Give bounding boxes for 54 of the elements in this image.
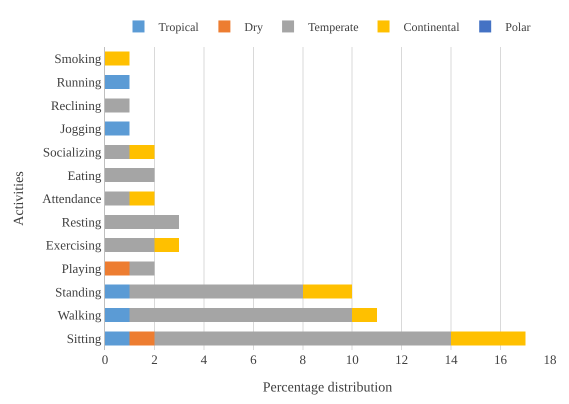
bar	[130, 261, 154, 276]
y-tick-label: Playing	[62, 260, 102, 276]
y-tick-label: Attendance	[42, 191, 102, 206]
legend-label: Temperate	[308, 20, 359, 34]
x-tick-label: 16	[494, 352, 508, 367]
bar	[105, 52, 130, 66]
bar	[130, 284, 303, 299]
y-tick-label: Running	[56, 74, 102, 90]
legend-label: Tropical	[158, 20, 200, 34]
bar	[130, 331, 154, 346]
y-tick-label: Reclining	[50, 98, 102, 113]
bar	[105, 214, 180, 229]
bar	[105, 98, 130, 112]
bar	[105, 74, 130, 89]
y-tick-label: Walking	[58, 308, 102, 323]
x-tick-label: 0	[102, 352, 108, 367]
legend-label: Polar	[505, 20, 531, 34]
bar	[130, 308, 352, 322]
legend-label: Continental	[404, 20, 460, 34]
x-tick-label: 8	[300, 352, 306, 367]
bar	[154, 238, 180, 252]
bar	[130, 192, 154, 206]
legend-label: Dry	[244, 20, 264, 34]
x-tick-label: 4	[200, 352, 208, 367]
y-tick-label: Sitting	[66, 330, 102, 346]
bar	[105, 238, 154, 252]
x-tick-label: 14	[444, 352, 458, 367]
y-tick-label: Resting	[62, 214, 102, 230]
bar	[352, 308, 377, 322]
bar	[105, 144, 130, 159]
bar	[105, 192, 130, 206]
x-tick-label: 12	[395, 352, 408, 367]
y-tick-label: Standing	[55, 284, 102, 300]
bar	[105, 308, 130, 322]
bar	[130, 144, 154, 159]
bar	[105, 284, 130, 299]
x-tick-label: 6	[250, 352, 258, 367]
y-tick-label: Eating	[67, 168, 102, 183]
y-tick-label: Jogging	[60, 121, 102, 136]
y-tick-label: Smoking	[54, 51, 102, 66]
bar	[302, 284, 352, 299]
bar	[105, 168, 154, 182]
x-tick-label: 2	[151, 352, 158, 367]
bar	[105, 331, 130, 346]
x-tick-label: 10	[346, 352, 359, 367]
y-axis-title: Activities	[12, 171, 27, 226]
bar	[451, 331, 526, 346]
x-tick-label: 18	[544, 352, 556, 367]
x-axis-title: Percentage distribution	[262, 380, 392, 396]
bar	[154, 331, 452, 346]
y-tick-label: Exercising	[46, 238, 102, 253]
bar	[105, 261, 130, 276]
y-tick-label: Socializing	[42, 144, 102, 160]
bar	[105, 122, 130, 136]
